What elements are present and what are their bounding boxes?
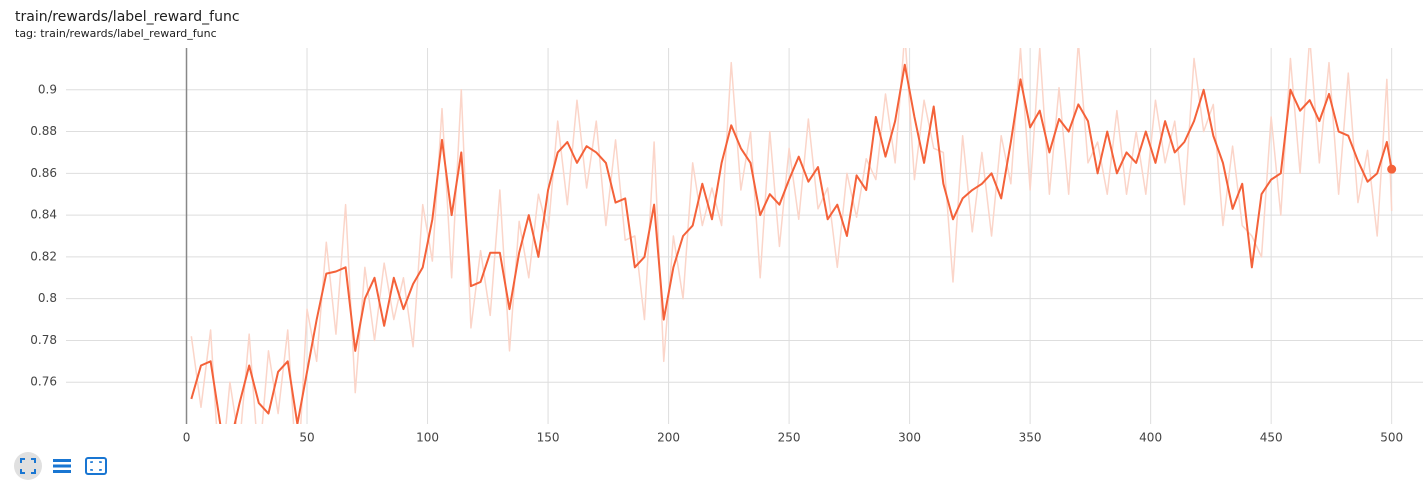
- x-tick-label: 250: [778, 431, 801, 445]
- y-tick-label: 0.86: [30, 166, 57, 180]
- icon: [53, 459, 71, 473]
- y-tick-label: 0.9: [38, 82, 57, 96]
- plot-area: [190, 48, 1393, 424]
- x-tick-label: 0: [183, 431, 191, 445]
- y-tick-label: 0.76: [30, 375, 57, 389]
- x-tick-label: 100: [416, 431, 439, 445]
- x-tick-label: 200: [657, 431, 680, 445]
- fullscreen-button[interactable]: [82, 452, 110, 480]
- chart-title: train/rewards/label_reward_func: [15, 9, 240, 25]
- fit-domain-button[interactable]: [14, 452, 42, 480]
- series-line: [190, 63, 1393, 424]
- x-tick-label: 500: [1380, 431, 1403, 445]
- x-tick-label: 350: [1019, 431, 1042, 445]
- end-point: [1387, 164, 1397, 174]
- x-tick-label: 150: [537, 431, 560, 445]
- x-tick-label: 50: [299, 431, 314, 445]
- series-line: [190, 48, 1393, 424]
- icon: [20, 458, 36, 474]
- log-scale-button[interactable]: [48, 452, 76, 480]
- y-tick-label: 0.82: [30, 249, 57, 263]
- y-tick-label: 0.78: [30, 333, 57, 347]
- toolbar: [14, 452, 110, 480]
- icon: [85, 457, 107, 475]
- chart: 0.76 0.78 0.8 0.82 0.84 0.86 0.88 0.9 0 50 100 150 2…: [30, 48, 1423, 445]
- chart-subtitle: tag: train/rewards/label_reward_func: [15, 27, 217, 40]
- x-tick-label: 400: [1139, 431, 1162, 445]
- y-tick-label: 0.8: [38, 291, 57, 305]
- y-tick-label: 0.84: [30, 208, 57, 222]
- x-tick-label: 450: [1260, 431, 1283, 445]
- y-tick-label: 0.88: [30, 124, 57, 138]
- x-tick-label: 300: [898, 431, 921, 445]
